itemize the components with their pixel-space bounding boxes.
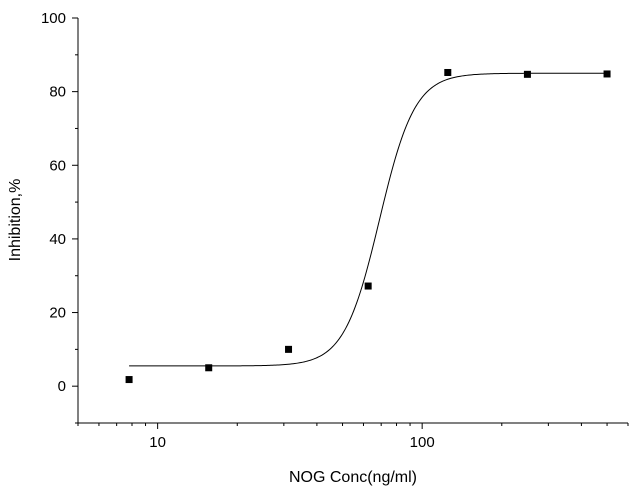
data-points xyxy=(125,68,611,384)
fit-curve xyxy=(129,72,608,367)
x-tick-label: 10 xyxy=(149,434,166,451)
y-axis-title: Inhibition,% xyxy=(7,179,24,262)
y-tick-label: 60 xyxy=(49,157,66,174)
data-point xyxy=(444,68,452,76)
y-tick-label: 80 xyxy=(49,84,66,101)
data-point xyxy=(125,376,133,384)
y-tick-label: 40 xyxy=(49,231,66,248)
x-tick-label: 100 xyxy=(410,434,435,451)
y-tick-label: 20 xyxy=(49,305,66,322)
y-ticks: 0 20 40 60 80 100 xyxy=(41,10,78,424)
data-point xyxy=(205,364,213,372)
y-tick-label: 0 xyxy=(58,378,66,395)
data-point xyxy=(523,70,531,78)
data-point xyxy=(603,70,611,78)
y-tick-label: 100 xyxy=(41,10,66,27)
axes xyxy=(77,18,628,424)
x-ticks: 10 100 xyxy=(77,423,629,451)
data-point xyxy=(364,282,372,290)
x-axis-title: NOG Conc(ng/ml) xyxy=(289,469,417,486)
fit-curve-layer xyxy=(129,72,608,367)
data-point xyxy=(285,345,293,353)
